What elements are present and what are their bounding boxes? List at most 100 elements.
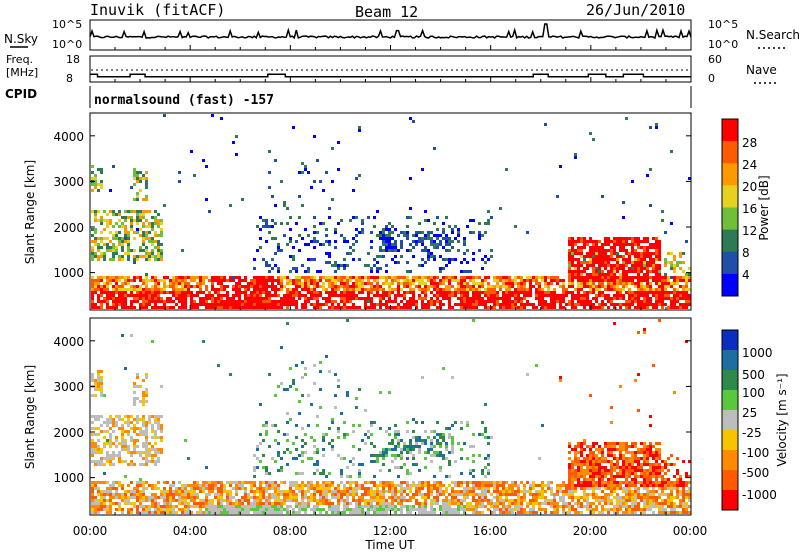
velocity-cell (256, 457, 259, 460)
velocity-cell (259, 481, 262, 484)
power-cell (550, 297, 553, 300)
velocity-cell (328, 502, 331, 505)
power-cell (325, 279, 328, 282)
velocity-cell (460, 484, 463, 487)
power-cell (598, 282, 601, 285)
velocity-cell (94, 451, 97, 454)
power-cell (148, 210, 151, 213)
velocity-cell (139, 463, 142, 466)
velocity-cell (571, 493, 574, 496)
power-cell (160, 234, 163, 237)
velocity-cell (166, 481, 169, 484)
power-cell (589, 246, 592, 249)
power-cell (226, 285, 229, 288)
power-cell (628, 261, 631, 264)
power-cell (157, 249, 160, 252)
velocity-cell (100, 493, 103, 496)
velocity-cell (439, 442, 442, 445)
power-cell (205, 198, 208, 201)
power-cell (445, 291, 448, 294)
power-cell (568, 300, 571, 303)
velocity-cell (403, 442, 406, 445)
power-cell (472, 285, 475, 288)
power-cell (328, 276, 331, 279)
velocity-cell (151, 499, 154, 502)
velocity-cell (484, 403, 487, 406)
velocity-cell (265, 502, 268, 505)
power-cell (454, 225, 457, 228)
power-cell (361, 297, 364, 300)
power-cell (637, 258, 640, 261)
velocity-cell (412, 463, 415, 466)
power-cell (91, 303, 94, 306)
power-cell (262, 219, 265, 222)
power-cell (604, 240, 607, 243)
velocity-cell (256, 445, 259, 448)
power-cell (583, 279, 586, 282)
power-cell (154, 258, 157, 261)
velocity-cell (163, 496, 166, 499)
velocity-cell (139, 451, 142, 454)
power-cell (130, 186, 133, 189)
power-cell (418, 297, 421, 300)
power-cell (394, 240, 397, 243)
power-cell (517, 300, 520, 303)
velocity-cell (322, 490, 325, 493)
power-cell (658, 246, 661, 249)
velocity-cell (160, 385, 163, 388)
power-cell (112, 255, 115, 258)
velocity-cell (109, 487, 112, 490)
velocity-cell (481, 511, 484, 514)
velocity-cell (586, 460, 589, 463)
power-cell (253, 276, 256, 279)
power-cell (646, 255, 649, 258)
power-cell (406, 300, 409, 303)
power-cell (676, 279, 679, 282)
velocity-cell (280, 346, 283, 349)
power-cell (679, 261, 682, 264)
velocity-cell (427, 487, 430, 490)
velocity-cell (211, 490, 214, 493)
velocity-cell (511, 487, 514, 490)
velocity-cell (328, 508, 331, 511)
velocity-cell (586, 502, 589, 505)
power-cell (493, 300, 496, 303)
power-cell (148, 225, 151, 228)
power-cell (388, 288, 391, 291)
velocity-cell (394, 490, 397, 493)
velocity-cell (376, 511, 379, 514)
power-cell (613, 303, 616, 306)
velocity-cell (274, 490, 277, 493)
power-cell (301, 294, 304, 297)
velocity-cell (268, 505, 271, 508)
velocity-cell (562, 499, 565, 502)
velocity-cell (277, 511, 280, 514)
velocity-cell (424, 451, 427, 454)
velocity-cell (97, 385, 100, 388)
velocity-cell (91, 508, 94, 511)
power-cell (562, 285, 565, 288)
power-cell (610, 255, 613, 258)
velocity-cell (142, 505, 145, 508)
velocity-cell (448, 427, 451, 430)
power-cell (604, 243, 607, 246)
velocity-cell (415, 502, 418, 505)
power-cell (214, 303, 217, 306)
velocity-cell (439, 487, 442, 490)
velocity-cell (505, 505, 508, 508)
velocity-cell (313, 511, 316, 514)
velocity-cell (259, 508, 262, 511)
power-cell (100, 255, 103, 258)
velocity-cell (583, 493, 586, 496)
power-cell (463, 276, 466, 279)
velocity-cell (445, 505, 448, 508)
power-cell (259, 237, 262, 240)
power-cell (118, 210, 121, 213)
power-cell (397, 261, 400, 264)
power-cell (622, 255, 625, 258)
power-cell (544, 285, 547, 288)
power-cell (142, 225, 145, 228)
velocity-cell (127, 502, 130, 505)
velocity-cell (232, 508, 235, 511)
power-cell (562, 282, 565, 285)
